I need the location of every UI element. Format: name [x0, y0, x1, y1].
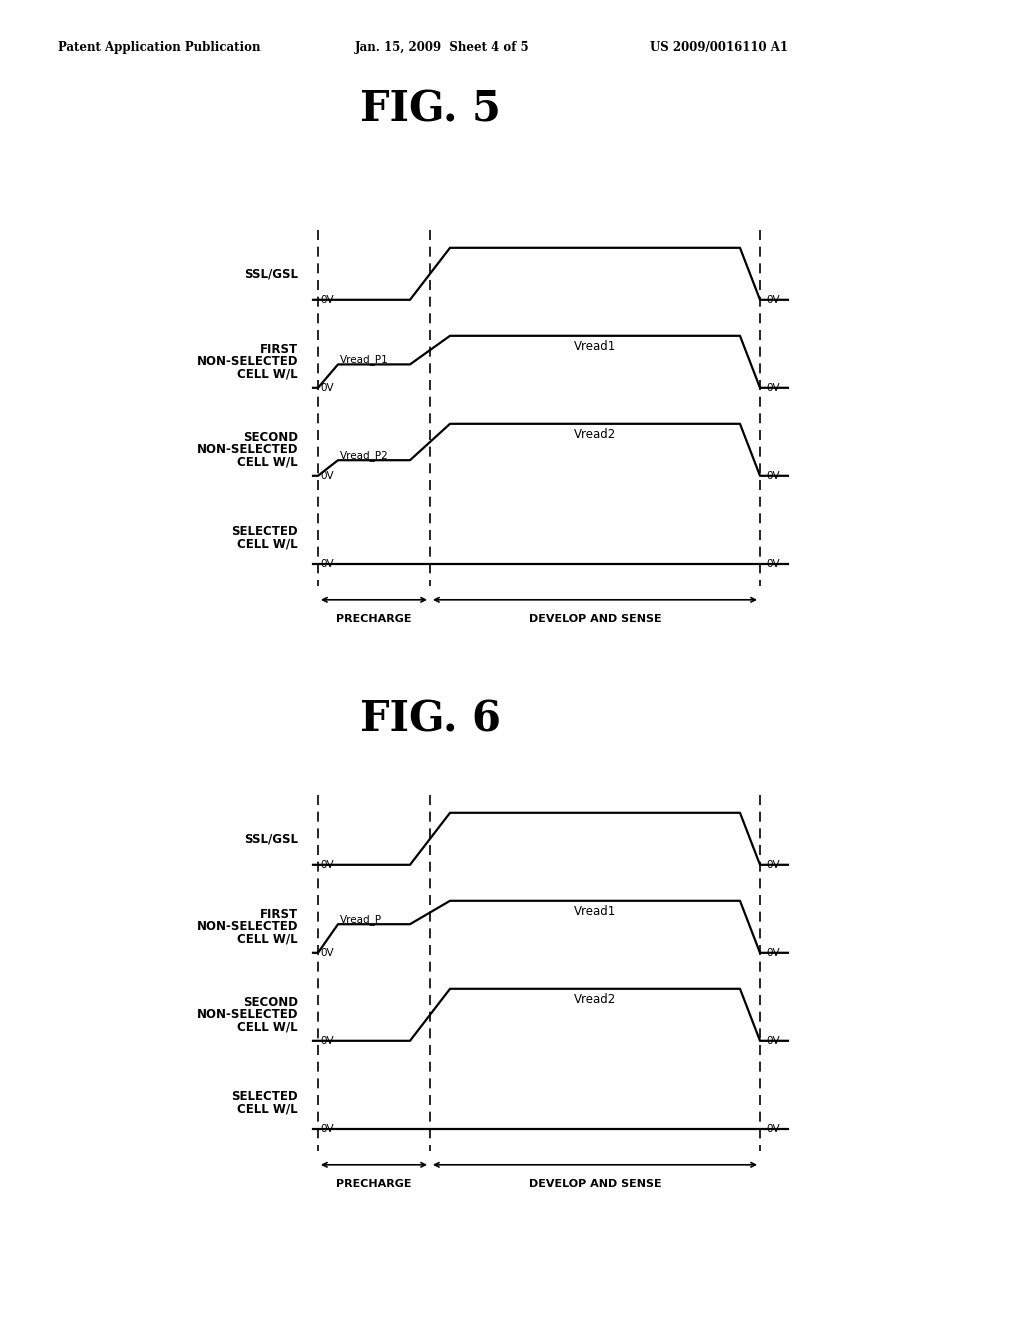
Text: Vread1: Vread1 [573, 339, 616, 352]
Text: SSL/GSL: SSL/GSL [244, 267, 298, 280]
Text: NON-SELECTED: NON-SELECTED [197, 1008, 298, 1022]
Text: SELECTED: SELECTED [231, 525, 298, 539]
Text: CELL W/L: CELL W/L [238, 1102, 298, 1115]
Text: 0V: 0V [766, 1123, 779, 1134]
Text: Vread2: Vread2 [573, 428, 616, 441]
Text: SECOND: SECOND [243, 430, 298, 444]
Text: 0V: 0V [319, 948, 334, 958]
Text: 0V: 0V [319, 294, 334, 305]
Text: Vread_P1: Vread_P1 [340, 355, 389, 366]
Text: 0V: 0V [319, 859, 334, 870]
Text: FIG. 5: FIG. 5 [359, 88, 501, 131]
Text: Jan. 15, 2009  Sheet 4 of 5: Jan. 15, 2009 Sheet 4 of 5 [355, 41, 529, 54]
Text: DEVELOP AND SENSE: DEVELOP AND SENSE [528, 1179, 662, 1189]
Text: Vread1: Vread1 [573, 904, 616, 917]
Text: 0V: 0V [319, 558, 334, 569]
Text: Vread_P: Vread_P [340, 915, 382, 925]
Text: Vread2: Vread2 [573, 993, 616, 1006]
Text: CELL W/L: CELL W/L [238, 933, 298, 946]
Text: NON-SELECTED: NON-SELECTED [197, 444, 298, 457]
Text: 0V: 0V [766, 558, 779, 569]
Text: FIRST: FIRST [260, 908, 298, 921]
Text: 0V: 0V [319, 1123, 334, 1134]
Text: SSL/GSL: SSL/GSL [244, 833, 298, 845]
Text: 0V: 0V [766, 471, 779, 480]
Text: 0V: 0V [766, 294, 779, 305]
Text: CELL W/L: CELL W/L [238, 1020, 298, 1034]
Text: CELL W/L: CELL W/L [238, 537, 298, 550]
Text: DEVELOP AND SENSE: DEVELOP AND SENSE [528, 614, 662, 624]
Text: Patent Application Publication: Patent Application Publication [58, 41, 260, 54]
Text: SELECTED: SELECTED [231, 1090, 298, 1104]
Text: Vread_P2: Vread_P2 [340, 450, 389, 461]
Text: US 2009/0016110 A1: US 2009/0016110 A1 [650, 41, 788, 54]
Text: FIRST: FIRST [260, 343, 298, 356]
Text: 0V: 0V [319, 1036, 334, 1045]
Text: 0V: 0V [766, 1036, 779, 1045]
Text: CELL W/L: CELL W/L [238, 455, 298, 469]
Text: FIG. 6: FIG. 6 [359, 700, 501, 741]
Text: PRECHARGE: PRECHARGE [336, 614, 412, 624]
Text: 0V: 0V [766, 859, 779, 870]
Text: NON-SELECTED: NON-SELECTED [197, 355, 298, 368]
Text: 0V: 0V [319, 383, 334, 393]
Text: 0V: 0V [319, 471, 334, 480]
Text: 0V: 0V [766, 383, 779, 393]
Text: SECOND: SECOND [243, 995, 298, 1008]
Text: 0V: 0V [766, 948, 779, 958]
Text: NON-SELECTED: NON-SELECTED [197, 920, 298, 933]
Text: CELL W/L: CELL W/L [238, 368, 298, 380]
Text: PRECHARGE: PRECHARGE [336, 1179, 412, 1189]
